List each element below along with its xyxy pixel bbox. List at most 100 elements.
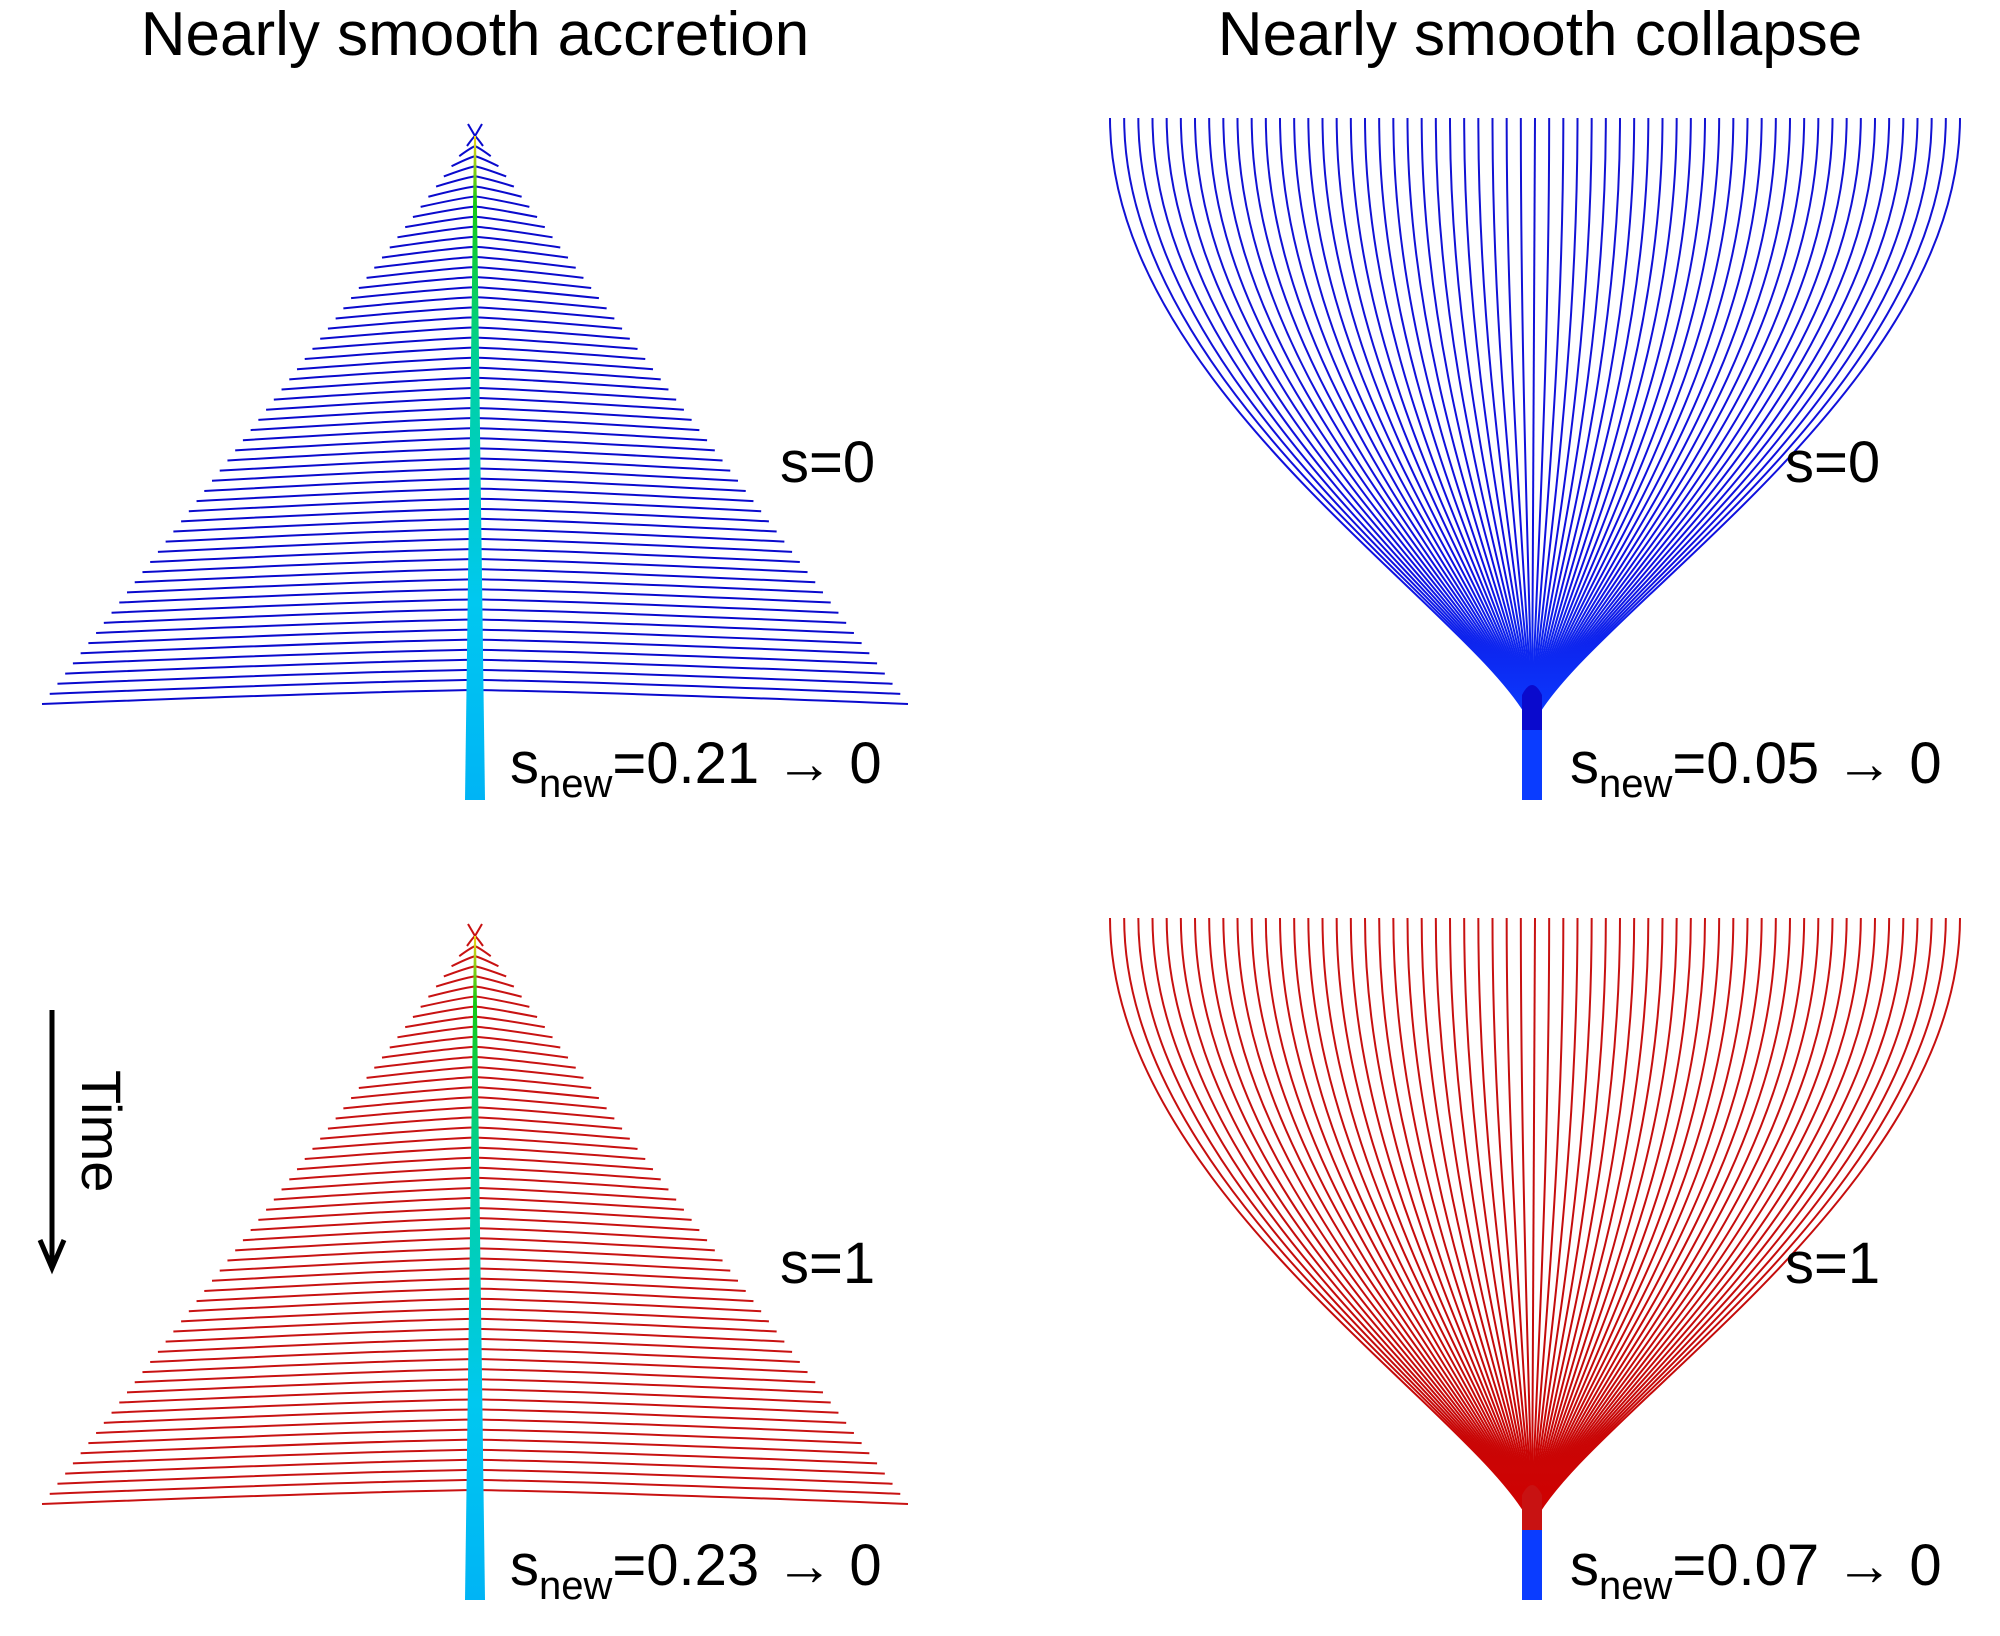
collapse-branch xyxy=(1531,917,1791,1526)
collapse-branch xyxy=(1420,117,1533,726)
collapse-branch xyxy=(1531,117,1692,726)
collapse-branch xyxy=(1531,917,1820,1526)
collapse-branch xyxy=(1531,117,1565,726)
collapse-branch xyxy=(1531,117,1621,726)
top-right-s-label: s=0 xyxy=(1785,430,1880,495)
left-column-title: Nearly smooth accretion xyxy=(141,0,810,69)
collapse-branch xyxy=(1123,117,1533,726)
collapse-branch xyxy=(1321,917,1533,1526)
collapse-branch xyxy=(1208,117,1533,726)
collapse-branch xyxy=(1531,917,1621,1526)
collapse-branch xyxy=(1519,117,1533,726)
collapse-branch xyxy=(1449,117,1533,726)
collapse-branch xyxy=(1406,917,1533,1526)
collapse-branch xyxy=(1531,117,1706,726)
collapse-branch xyxy=(1194,117,1533,726)
collapse-branch xyxy=(1264,117,1533,726)
collapse-branch xyxy=(1531,917,1961,1526)
collapse-branch xyxy=(1293,917,1533,1526)
collapse-branch xyxy=(1531,117,1536,726)
collapse-branch xyxy=(1531,917,1806,1526)
collapse-branch xyxy=(1531,117,1579,726)
collapse-branch xyxy=(1264,917,1533,1526)
collapse-branch xyxy=(1531,117,1961,726)
collapse-branch xyxy=(1236,117,1533,726)
time-arrow xyxy=(37,1010,67,1275)
collapse-branch xyxy=(1531,117,1551,726)
collapse-branch xyxy=(1463,917,1533,1526)
collapse-branch xyxy=(1151,917,1533,1526)
collapse-branch xyxy=(1531,917,1777,1526)
collapse-merge-node xyxy=(1522,1485,1542,1530)
collapse-branch xyxy=(1179,117,1533,726)
right-column-title: Nearly smooth collapse xyxy=(1218,0,1862,69)
collapse-branch xyxy=(1531,117,1777,726)
collapse-branch xyxy=(1531,117,1820,726)
collapse-branch xyxy=(1109,117,1533,726)
collapse-branch xyxy=(1208,917,1533,1526)
snew-subscript: new xyxy=(1599,1564,1672,1608)
panel-top-right xyxy=(1109,117,1961,800)
collapse-branch xyxy=(1531,917,1664,1526)
collapse-branch xyxy=(1531,117,1664,726)
arrow-head xyxy=(37,1239,67,1275)
collapse-branch xyxy=(1531,917,1763,1526)
snew-subscript: new xyxy=(539,762,612,806)
top-left-s-label: s=0 xyxy=(780,430,875,495)
collapse-branch xyxy=(1151,117,1533,726)
time-label: Time xyxy=(70,1070,133,1192)
collapse-branch xyxy=(1434,917,1533,1526)
tree-tip xyxy=(467,923,483,938)
collapse-branch xyxy=(1335,117,1533,726)
collapse-branch xyxy=(1420,917,1533,1526)
collapse-branch xyxy=(1335,917,1533,1526)
collapse-branch xyxy=(1165,917,1533,1526)
snew-value: =0.23 → 0 xyxy=(612,1533,881,1598)
collapse-branch xyxy=(1531,117,1678,726)
collapse-branch xyxy=(1531,917,1607,1526)
collapse-branch xyxy=(1109,917,1533,1526)
snew-value: =0.07 → 0 xyxy=(1672,1533,1941,1598)
collapse-branch xyxy=(1531,917,1848,1526)
collapse-branch xyxy=(1392,117,1533,726)
collapse-branch xyxy=(1307,917,1533,1526)
collapse-branch xyxy=(1449,917,1533,1526)
collapse-branch xyxy=(1531,917,1834,1526)
collapse-branch xyxy=(1236,917,1533,1526)
collapse-branch xyxy=(1531,117,1650,726)
collapse-branch xyxy=(1531,917,1692,1526)
collapse-branch xyxy=(1463,117,1533,726)
snew-subscript: new xyxy=(539,1564,612,1608)
panel-top-left xyxy=(41,123,909,800)
collapse-branch xyxy=(1477,117,1533,726)
collapse-branch xyxy=(1531,917,1876,1526)
collapse-branch xyxy=(1531,917,1551,1526)
collapse-branch xyxy=(1293,117,1533,726)
collapse-branch xyxy=(1531,117,1763,726)
collapse-branch xyxy=(1531,917,1678,1526)
collapse-branch xyxy=(1531,117,1848,726)
snew-value: =0.21 → 0 xyxy=(612,731,881,796)
collapse-branch xyxy=(1531,117,1749,726)
collapse-branch xyxy=(1307,117,1533,726)
collapse-branch xyxy=(1491,117,1533,726)
collapse-branch xyxy=(1531,917,1735,1526)
collapse-branch xyxy=(1531,917,1721,1526)
collapse-branch xyxy=(1531,117,1636,726)
collapse-branch xyxy=(1505,917,1533,1526)
collapse-branch xyxy=(1222,917,1533,1526)
panel-bottom-right xyxy=(1109,917,1961,1600)
collapse-branch xyxy=(1250,917,1533,1526)
collapse-branch xyxy=(1531,917,1636,1526)
tree-trunk xyxy=(465,936,485,1600)
collapse-branch xyxy=(1349,117,1533,726)
collapse-branch xyxy=(1531,117,1834,726)
snew-symbol: s xyxy=(1570,731,1599,796)
collapse-branch xyxy=(1434,117,1533,726)
collapse-branch xyxy=(1531,917,1891,1526)
collapse-branch xyxy=(1250,117,1533,726)
collapse-branch xyxy=(1406,117,1533,726)
collapse-branch xyxy=(1349,917,1533,1526)
collapse-branch xyxy=(1179,917,1533,1526)
